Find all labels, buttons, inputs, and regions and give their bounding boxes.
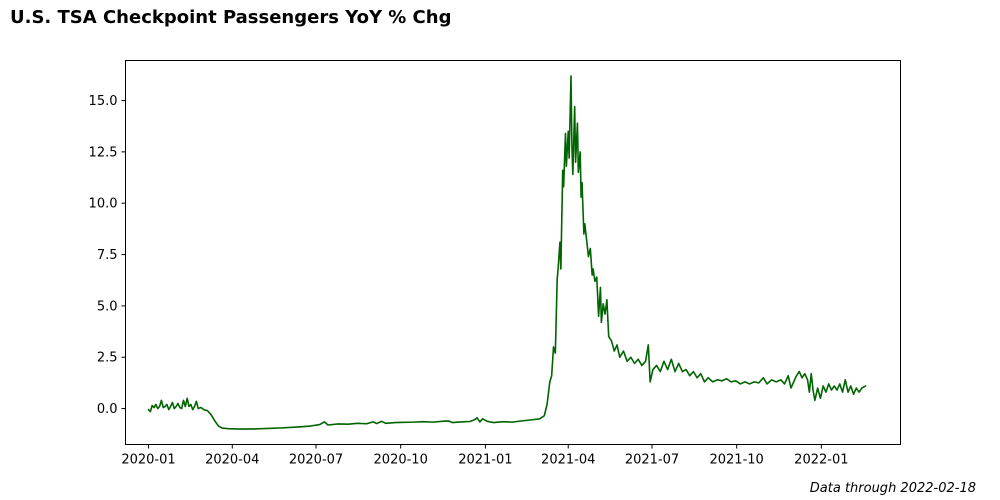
x-tick-label: 2021-04 xyxy=(541,453,595,468)
y-axis: 0.0 2.5 5.0 7.5 10.0 12.5 15.0 xyxy=(89,94,126,417)
x-axis: 2020-01 2020-04 2020-07 2020-10 2021-01 2021-… xyxy=(121,444,849,468)
y-tick-label: 5.0 xyxy=(97,299,118,314)
x-tick-label: 2020-04 xyxy=(205,453,259,468)
series-line xyxy=(147,75,867,430)
x-tick-label: 2022-01 xyxy=(794,453,848,468)
x-tick-label: 2020-01 xyxy=(121,453,175,468)
y-tick-label: 15.0 xyxy=(89,94,118,109)
x-tick-label: 2021-07 xyxy=(625,453,679,468)
series-layer xyxy=(147,75,867,430)
chart-footnote: Data through 2022-02-18 xyxy=(809,481,976,496)
y-tick-label: 12.5 xyxy=(89,145,118,160)
x-tick-label: 2020-10 xyxy=(374,453,428,468)
x-tick-label: 2021-10 xyxy=(709,453,763,468)
x-tick-label: 2020-07 xyxy=(289,453,343,468)
plot-frame xyxy=(125,60,901,445)
chart-title: U.S. TSA Checkpoint Passengers YoY % Chg xyxy=(10,7,452,28)
y-tick-label: 0.0 xyxy=(97,402,118,417)
y-tick-label: 7.5 xyxy=(97,248,118,263)
y-tick-label: 2.5 xyxy=(97,351,118,366)
y-tick-label: 10.0 xyxy=(89,197,118,212)
x-tick-label: 2021-01 xyxy=(458,453,512,468)
